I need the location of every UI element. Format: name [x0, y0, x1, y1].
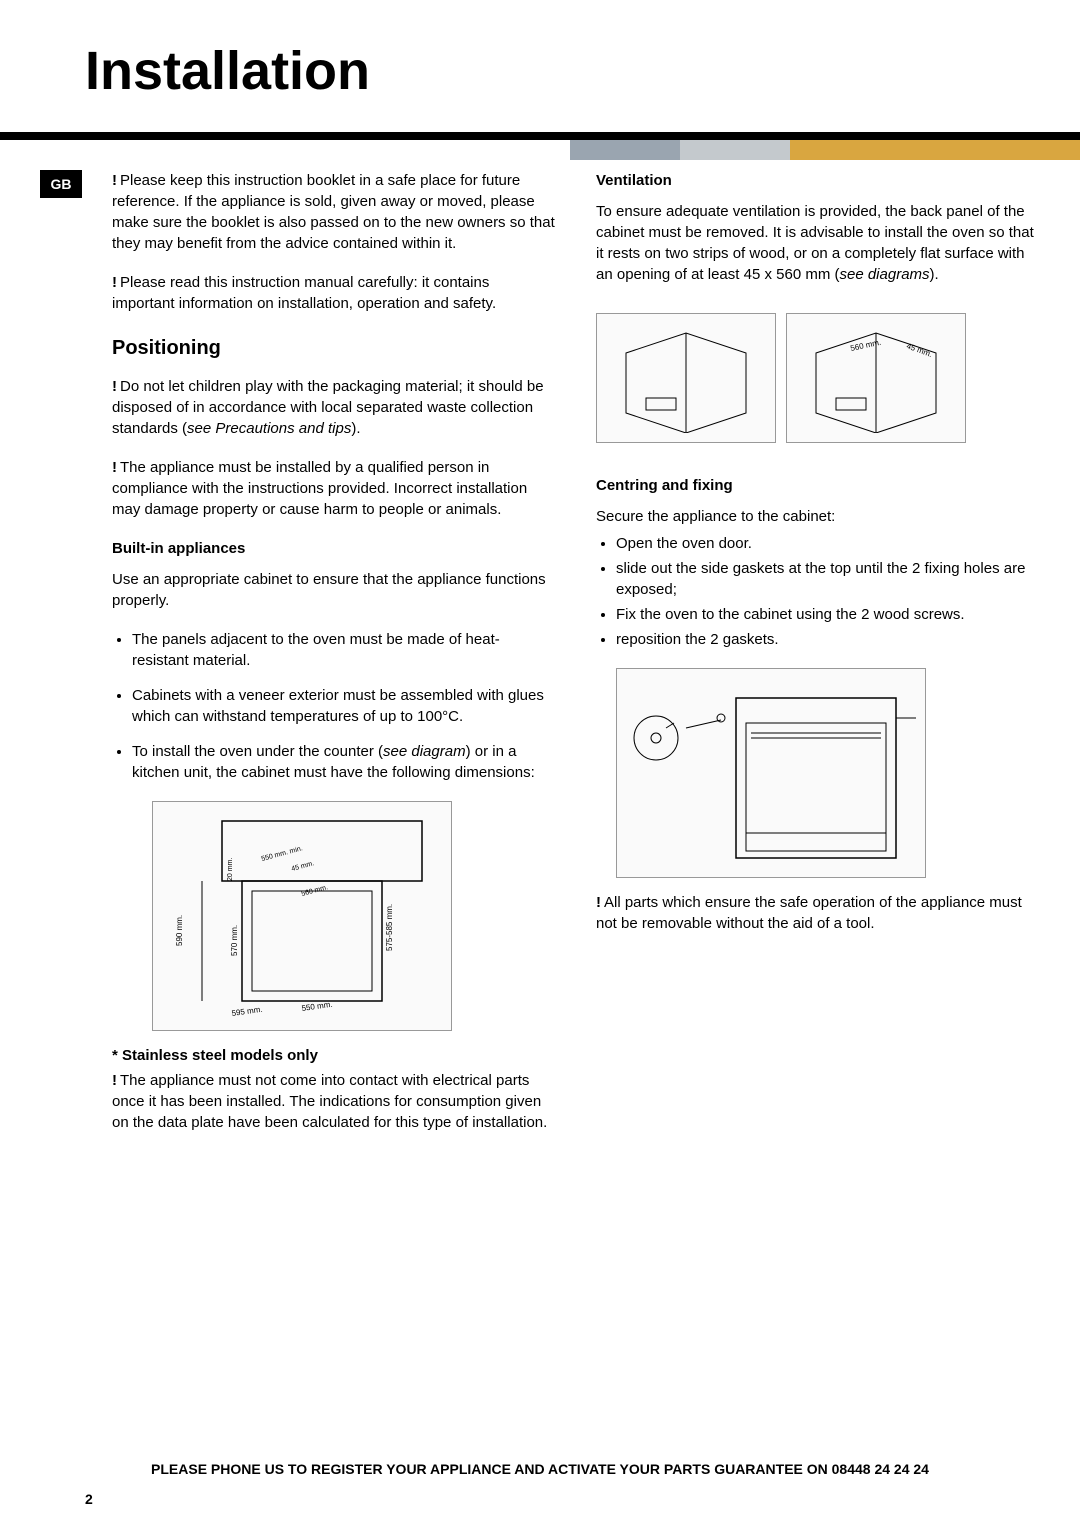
italic-ref: see diagrams [839, 266, 929, 283]
body-text: ). [351, 420, 360, 437]
list-item: Open the oven door. [616, 533, 1040, 554]
body-text: ( [374, 743, 383, 760]
ventilation-diagrams: 560 mm. 45 mm. [596, 303, 1040, 457]
diagram-svg: 590 mm. 550 mm. min. 45 mm. 560 mm. 575-… [162, 811, 442, 1021]
header-color-bar [570, 140, 1080, 160]
body-text: The appliance must not come into contact… [112, 1072, 547, 1131]
warning-icon: ! [112, 172, 117, 189]
color-segment [790, 140, 1080, 160]
warning-icon: ! [112, 1072, 117, 1089]
body-text: , the cabinet must have the following di… [208, 764, 535, 781]
list-item: Cabinets with a veneer exterior must be … [132, 685, 556, 727]
diagram-svg [626, 678, 916, 868]
warning-icon: ! [112, 274, 117, 291]
list-item: reposition the 2 gaskets. [616, 629, 1040, 650]
italic-ref: see Precautions and tips [187, 420, 351, 437]
body-text: ) or in a [466, 743, 517, 760]
svg-text:45 mm.: 45 mm. [291, 860, 315, 873]
left-column: !Please keep this instruction booklet in… [112, 170, 556, 1151]
diagram-svg: 560 mm. 45 mm. [796, 323, 956, 433]
list-item: slide out the side gaskets at the top un… [616, 558, 1040, 600]
positioning-paragraph: !Do not let children play with the packa… [112, 376, 556, 439]
builtin-intro: Use an appropriate cabinet to ensure tha… [112, 569, 556, 611]
svg-text:575-585 mm.: 575-585 mm. [385, 904, 394, 951]
diagram-svg [606, 323, 766, 433]
svg-text:20 mm.: 20 mm. [227, 858, 234, 881]
centring-heading: Centring and fixing [596, 475, 1040, 496]
body-text: ). [930, 266, 939, 283]
svg-text:590 mm.: 590 mm. [175, 915, 184, 946]
warning-icon: ! [112, 459, 117, 476]
body-text: To ensure adequate ventilation is provid… [596, 203, 1034, 283]
ventilation-diagram-1 [596, 313, 776, 443]
list-item: To install the oven under the counter (s… [132, 741, 556, 783]
body-text: The appliance must be installed by a qua… [112, 459, 527, 518]
footer-text: PLEASE PHONE US TO REGISTER YOUR APPLIAN… [0, 1461, 1080, 1477]
ventilation-paragraph: To ensure adequate ventilation is provid… [596, 201, 1040, 285]
right-column: Ventilation To ensure adequate ventilati… [596, 170, 1040, 1151]
svg-text:595 mm.: 595 mm. [231, 1005, 263, 1018]
body-text: under the counter [256, 743, 374, 760]
intro-paragraph: !Please keep this instruction booklet in… [112, 170, 556, 254]
ventilation-heading: Ventilation [596, 170, 1040, 191]
header-divider [0, 132, 1080, 140]
oven-fixing-diagram [616, 668, 926, 878]
language-badge: GB [40, 170, 82, 198]
color-segment [570, 140, 680, 160]
intro-paragraph: !Please read this instruction manual car… [112, 272, 556, 314]
body-text: kitchen unit [132, 764, 208, 781]
final-paragraph: !All parts which ensure the safe operati… [596, 892, 1040, 934]
warning-icon: ! [112, 378, 117, 395]
stainless-note: * Stainless steel models only [112, 1045, 556, 1066]
warning-icon: ! [596, 894, 601, 911]
italic-ref: see diagram [383, 743, 466, 760]
svg-text:560 mm.: 560 mm. [301, 884, 329, 898]
list-item: Fix the oven to the cabinet using the 2 … [616, 604, 1040, 625]
cabinet-dimensions-diagram: 590 mm. 550 mm. min. 45 mm. 560 mm. 575-… [152, 801, 452, 1031]
builtin-heading: Built-in appliances [112, 538, 556, 559]
intro-text: Please read this instruction manual care… [112, 274, 496, 312]
svg-text:570 mm.: 570 mm. [230, 925, 239, 956]
svg-text:550 mm. min.: 550 mm. min. [261, 845, 304, 863]
body-text: All parts which ensure the safe operatio… [596, 894, 1022, 932]
page-number: 2 [85, 1491, 93, 1507]
centring-intro: Secure the appliance to the cabinet: [596, 506, 1040, 527]
body-text: To install the oven [132, 743, 256, 760]
intro-text: Please keep this instruction booklet in … [112, 172, 555, 252]
stainless-paragraph: !The appliance must not come into contac… [112, 1070, 556, 1133]
color-segment [680, 140, 790, 160]
svg-text:45 mm.: 45 mm. [905, 341, 933, 359]
builtin-list: The panels adjacent to the oven must be … [112, 629, 556, 783]
ventilation-diagram-2: 560 mm. 45 mm. [786, 313, 966, 443]
positioning-heading: Positioning [112, 334, 556, 362]
list-item: The panels adjacent to the oven must be … [132, 629, 556, 671]
page-title: Installation [0, 0, 1080, 102]
positioning-paragraph: !The appliance must be installed by a qu… [112, 457, 556, 520]
centring-list: Open the oven door. slide out the side g… [596, 533, 1040, 650]
